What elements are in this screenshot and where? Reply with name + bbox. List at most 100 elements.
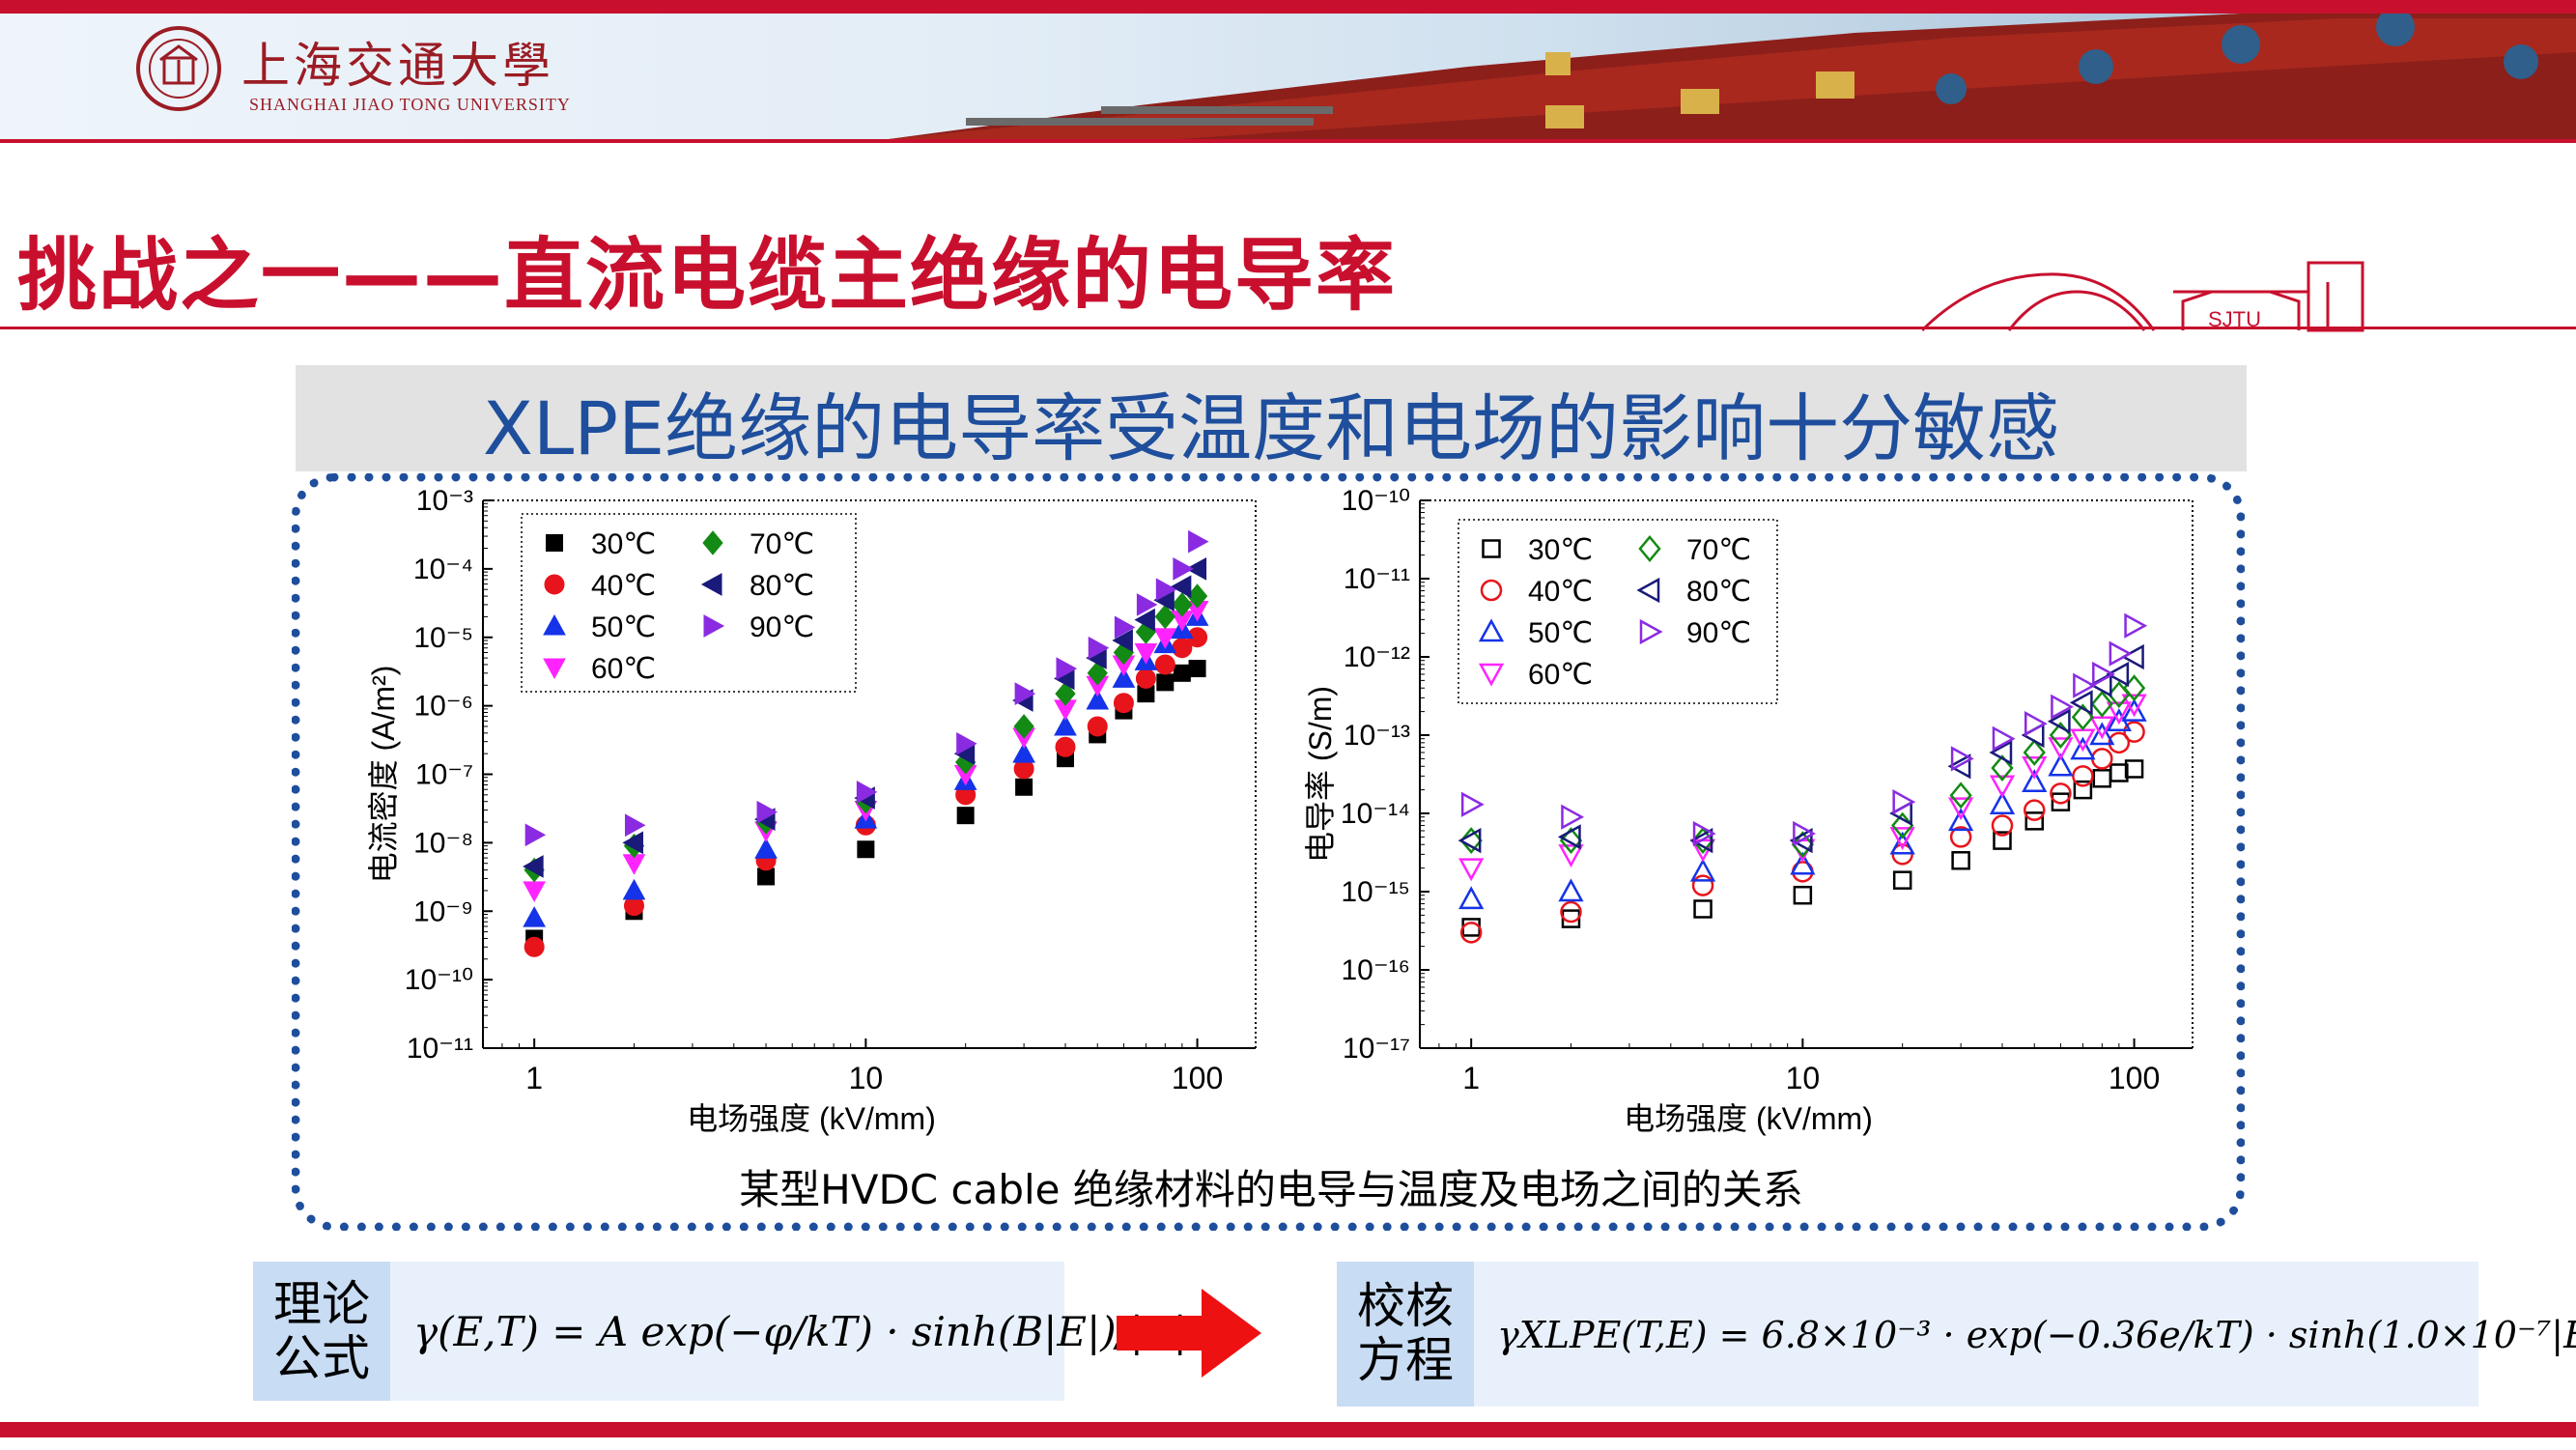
data-point bbox=[956, 731, 977, 755]
data-point bbox=[2024, 811, 2045, 831]
legend-item: 80℃ bbox=[700, 570, 814, 602]
data-point bbox=[2073, 780, 2093, 800]
data-point bbox=[2051, 694, 2075, 720]
theory-formula: γ(E,T) = A exp(−φ/kT) · sinh(B|E|)/|E| bbox=[413, 1308, 1187, 1355]
data-point bbox=[1170, 575, 1192, 599]
data-point bbox=[1949, 826, 1972, 848]
data-point bbox=[1691, 874, 1714, 896]
legend-item: 30℃ bbox=[1482, 534, 1593, 566]
data-point bbox=[1693, 899, 1713, 919]
bottom-red-bar bbox=[0, 1422, 2576, 1437]
data-point bbox=[1889, 831, 1915, 855]
data-point bbox=[703, 614, 725, 638]
legend-label: 60℃ bbox=[1528, 659, 1593, 691]
data-point bbox=[1188, 660, 1206, 678]
data-point bbox=[523, 881, 547, 902]
fit-label: 校核方程 bbox=[1337, 1262, 1474, 1407]
data-point bbox=[2092, 769, 2112, 788]
data-point bbox=[1087, 716, 1108, 737]
conductivity-chart: 10⁻¹⁷ 10⁻¹⁶ 10⁻¹⁵ 10⁻¹⁴ 10⁻¹³ 10⁻¹² 10⁻¹¹ 10⁻¹⁰… bbox=[1303, 485, 2194, 1136]
data-point bbox=[2109, 640, 2133, 667]
data-point bbox=[2123, 721, 2145, 743]
legend-item: 90℃ bbox=[1639, 617, 1751, 649]
data-point bbox=[1154, 604, 1175, 630]
data-point bbox=[523, 906, 547, 927]
data-point bbox=[1689, 827, 1713, 854]
data-point bbox=[1480, 579, 1503, 602]
data-point bbox=[2124, 759, 2144, 779]
legend-item: 50℃ bbox=[1478, 617, 1593, 649]
data-point bbox=[2121, 694, 2147, 718]
y-tick-label: 10⁻⁴ bbox=[413, 554, 473, 585]
legend-label: 30℃ bbox=[591, 528, 656, 560]
data-point bbox=[1559, 827, 1583, 855]
legend-item: 70℃ bbox=[702, 528, 814, 560]
x-tick-label: 1 bbox=[525, 1061, 543, 1095]
right-arrow-icon bbox=[1117, 1289, 1261, 1378]
legend-item: 30℃ bbox=[546, 528, 656, 560]
top-red-bar bbox=[0, 0, 2576, 14]
theory-label: 理论公式 bbox=[253, 1262, 390, 1401]
data-point bbox=[2120, 643, 2144, 670]
x-tick-label: 100 bbox=[2109, 1061, 2160, 1095]
data-point bbox=[1558, 844, 1584, 867]
data-point bbox=[1951, 851, 1970, 870]
data-point bbox=[700, 573, 722, 596]
data-point bbox=[754, 838, 778, 859]
data-point bbox=[1136, 593, 1158, 616]
data-point bbox=[1458, 827, 1482, 854]
data-point bbox=[1478, 618, 1505, 642]
data-point bbox=[2022, 755, 2048, 780]
legend-item: 90℃ bbox=[703, 611, 814, 643]
data-point bbox=[546, 534, 563, 552]
data-point bbox=[1692, 820, 1716, 847]
y-tick-label: 10⁻⁷ bbox=[415, 759, 473, 791]
data-point bbox=[1458, 858, 1485, 882]
legend-label: 60℃ bbox=[591, 653, 656, 685]
data-point bbox=[2023, 739, 2046, 766]
data-point bbox=[1012, 742, 1035, 763]
y-tick-label: 10⁻³ bbox=[416, 485, 473, 517]
data-point bbox=[1155, 578, 1177, 602]
data-point bbox=[1789, 827, 1813, 854]
data-point bbox=[1991, 814, 2014, 837]
data-point bbox=[622, 878, 646, 900]
data-point bbox=[1560, 900, 1582, 924]
data-point bbox=[1561, 804, 1585, 830]
data-point bbox=[757, 867, 776, 886]
legend-label: 50℃ bbox=[591, 611, 656, 643]
y-axis-label: 电导率 (S/m) bbox=[1303, 686, 1338, 863]
data-point bbox=[2089, 722, 2115, 746]
data-point bbox=[1135, 668, 1156, 689]
data-point bbox=[1054, 714, 1077, 736]
data-point bbox=[2090, 690, 2113, 718]
sjtu-gate-icon: SJTU bbox=[1922, 261, 2364, 332]
data-point bbox=[1989, 791, 2016, 815]
fit-formula-box bbox=[1337, 1262, 2478, 1407]
data-point bbox=[1459, 922, 1483, 944]
gate-label: SJTU bbox=[2208, 307, 2261, 331]
data-point bbox=[1889, 827, 1915, 850]
data-point bbox=[1112, 667, 1136, 688]
legend: 30℃ 40℃ 50℃ 60℃ 70℃ 80℃ 90℃ bbox=[1458, 519, 1778, 704]
data-point bbox=[956, 807, 975, 825]
data-point bbox=[1134, 608, 1155, 632]
legend-label: 70℃ bbox=[1686, 534, 1751, 566]
y-tick-label: 10⁻¹³ bbox=[1344, 720, 1410, 752]
data-point bbox=[1639, 618, 1663, 645]
data-point bbox=[2124, 612, 2148, 639]
slide-title: 挑战之一——直流电缆主绝缘的电导率 bbox=[17, 230, 1398, 322]
legend-label: 40℃ bbox=[591, 570, 656, 602]
data-point bbox=[1992, 725, 2016, 752]
data-point bbox=[2070, 736, 2096, 760]
legend-item: 80℃ bbox=[1636, 576, 1751, 608]
legend-label: 90℃ bbox=[750, 611, 814, 643]
data-point bbox=[1458, 886, 1485, 910]
legend-label: 50℃ bbox=[1528, 617, 1593, 649]
data-point bbox=[1557, 824, 1581, 850]
x-tick-label: 1 bbox=[1462, 1061, 1480, 1095]
legend-item: 40℃ bbox=[544, 570, 656, 602]
data-point bbox=[2069, 690, 2093, 716]
data-point bbox=[2092, 661, 2115, 688]
y-tick-label: 10⁻¹⁵ bbox=[1341, 876, 1410, 908]
